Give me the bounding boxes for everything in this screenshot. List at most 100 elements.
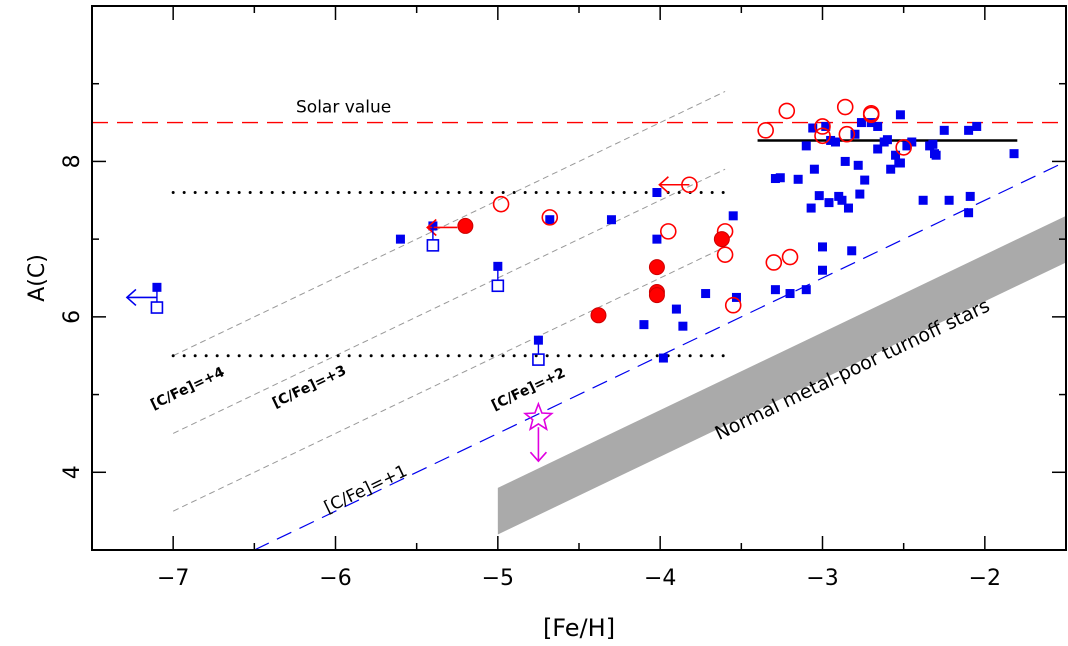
data-point-filled-square — [860, 175, 870, 185]
data-point-filled-square — [606, 215, 616, 225]
data-point-open-square — [532, 353, 545, 366]
x-tick-label: −7 — [157, 566, 189, 591]
y-axis-label: A(C) — [25, 254, 50, 302]
data-point-filled-square — [775, 173, 785, 183]
y-tick-label: 4 — [60, 465, 85, 479]
data-point-filled-circle — [648, 287, 665, 304]
data-point-open-circle — [492, 195, 510, 213]
data-point-filled-square — [821, 121, 831, 131]
data-point-open-circle — [541, 209, 559, 226]
data-point-open-circle — [716, 246, 734, 263]
cfe-reference-line — [172, 91, 726, 357]
data-point-open-circle — [814, 127, 831, 145]
limit-arrow-head — [658, 176, 669, 194]
data-point-filled-square — [855, 189, 865, 199]
data-point-filled-square — [918, 195, 928, 205]
data-point-filled-square — [847, 246, 857, 256]
data-point-filled-square — [939, 125, 949, 135]
data-point-filled-square — [931, 150, 941, 160]
data-point-filled-square — [840, 156, 850, 166]
data-point-filled-square — [907, 137, 917, 147]
data-point-filled-square — [873, 121, 883, 131]
cfe-reference-line — [172, 246, 726, 512]
data-point-filled-square — [964, 125, 974, 135]
data-point-open-circle — [838, 125, 856, 143]
data-point-open-circle — [836, 98, 854, 116]
y-tick-label: 6 — [60, 310, 85, 324]
data-point-open-square — [150, 301, 164, 314]
limit-arrow — [125, 288, 157, 307]
data-point-filled-square — [972, 121, 982, 131]
data-point-open-star — [522, 401, 554, 431]
x-tick-label: −5 — [482, 566, 514, 591]
turnoff-band-layer — [497, 215, 1066, 535]
data-point-filled-square — [658, 353, 668, 363]
data-point-filled-square — [891, 150, 901, 160]
data-point-filled-square — [944, 195, 954, 205]
data-point-filled-square — [793, 174, 803, 184]
data-point-filled-square — [856, 118, 866, 128]
data-point-filled-square — [806, 203, 816, 213]
limit-arrow-head — [125, 288, 137, 307]
data-point-filled-circle — [457, 217, 474, 234]
data-point-filled-square — [671, 304, 681, 314]
data-point-open-circle — [659, 223, 677, 240]
cfe-line-label: [C/Fe]=+4 — [148, 364, 227, 413]
x-tick-label: −2 — [969, 566, 1001, 591]
data-point-filled-square — [814, 191, 824, 201]
data-point-filled-square — [395, 234, 405, 244]
data-point-open-circle — [862, 106, 880, 124]
cfe-reference-line — [172, 168, 726, 434]
data-point-filled-square — [728, 211, 738, 221]
data-points-layer — [125, 98, 1019, 463]
data-point-filled-square — [853, 160, 863, 170]
data-point-filled-square — [785, 289, 795, 299]
axes-layer: −7 −6 −5 −4 −3 −2 4 6 8 — [60, 5, 1067, 591]
data-point-filled-square — [545, 215, 555, 225]
data-point-open-circle — [778, 102, 796, 120]
data-point-filled-square — [824, 198, 834, 208]
data-point-filled-square — [652, 234, 662, 244]
data-point-filled-square — [895, 158, 905, 168]
data-point-filled-square — [837, 195, 847, 205]
data-point-open-circle — [814, 118, 831, 135]
data-point-open-circle — [781, 248, 799, 266]
data-point-filled-square — [873, 144, 883, 154]
solar-value-label: Solar value — [296, 97, 391, 117]
data-point-filled-square — [770, 174, 780, 184]
data-point-filled-square — [928, 139, 938, 149]
data-point-filled-square — [895, 110, 905, 120]
data-point-filled-square — [808, 123, 818, 133]
cfe-line-label: [C/Fe]=+3 — [270, 363, 349, 412]
data-point-filled-square — [882, 135, 892, 145]
x-tick-label: −3 — [806, 566, 838, 591]
x-axis-label: [Fe/H] — [543, 614, 615, 642]
data-point-filled-square — [678, 321, 688, 331]
data-point-filled-square — [639, 320, 649, 330]
cfe-line-label: [C/Fe]=+2 — [489, 365, 568, 414]
x-tick-label: −4 — [644, 566, 676, 591]
data-point-open-circle — [765, 254, 783, 271]
data-point-filled-square — [886, 164, 896, 174]
data-point-filled-square — [964, 208, 974, 218]
data-point-filled-square — [701, 289, 711, 299]
data-point-filled-square — [818, 242, 827, 252]
data-point-filled-square — [770, 285, 780, 295]
cfe-line-label: [C/Fe]=+1 — [321, 461, 410, 518]
data-point-open-circle — [895, 139, 912, 156]
data-point-filled-square — [731, 292, 741, 302]
data-point-filled-circle — [590, 307, 607, 324]
limit-arrow — [529, 427, 548, 463]
limit-arrow-head — [529, 451, 548, 463]
data-point-filled-square — [801, 141, 811, 151]
y-tick-label: 8 — [60, 154, 85, 168]
data-point-filled-circle — [648, 259, 665, 276]
data-point-filled-circle — [713, 231, 730, 248]
data-point-open-circle — [757, 122, 774, 139]
data-point-filled-square — [1009, 149, 1019, 159]
data-point-open-square — [491, 279, 505, 293]
data-point-filled-square — [965, 191, 975, 201]
data-point-filled-square — [826, 135, 836, 145]
data-point-filled-square — [801, 285, 811, 295]
